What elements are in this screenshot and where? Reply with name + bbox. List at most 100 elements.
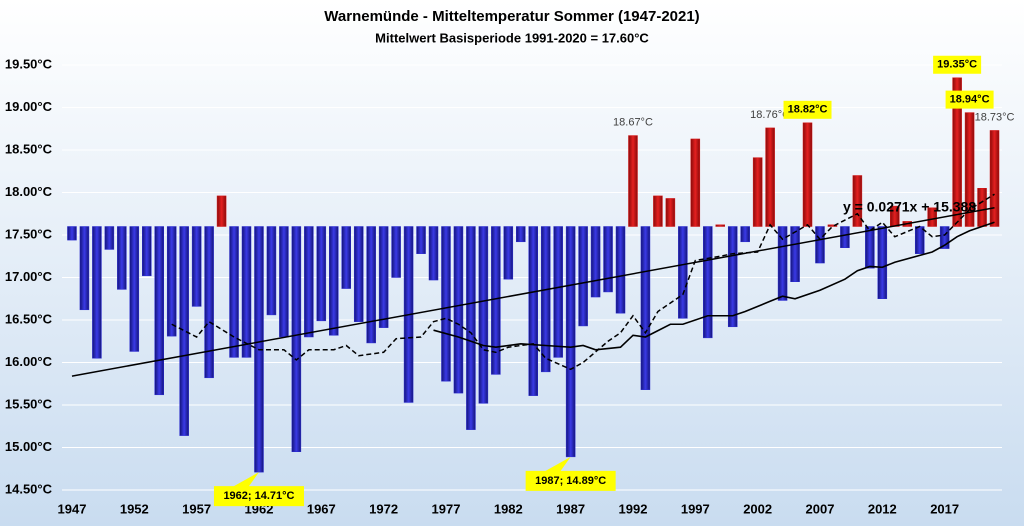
chart-title: Warnemünde - Mitteltemperatur Sommer (19…	[324, 8, 699, 25]
bar	[715, 224, 725, 227]
bar	[790, 226, 800, 282]
bar	[952, 77, 962, 227]
bar	[565, 226, 576, 458]
bar	[391, 226, 401, 278]
bar	[777, 226, 788, 301]
bar	[478, 226, 489, 404]
bar	[503, 226, 514, 280]
bar	[914, 226, 925, 254]
bar	[653, 195, 663, 227]
bar	[316, 226, 327, 322]
bar	[727, 226, 738, 328]
x-tick-label: 1957	[182, 501, 211, 516]
x-tick-label: 1947	[58, 501, 87, 516]
bar	[216, 195, 227, 227]
bar	[79, 226, 90, 311]
bar	[191, 226, 202, 307]
y-tick-label: 19.00°C	[5, 99, 53, 114]
bar	[703, 226, 713, 339]
y-tick-label: 16.50°C	[5, 311, 53, 326]
dashed-line	[171, 193, 995, 371]
bar	[665, 198, 676, 227]
bar	[179, 226, 189, 436]
bar	[353, 226, 364, 322]
value-label: 18.82°C	[788, 104, 828, 116]
callout	[525, 456, 616, 491]
bar	[428, 226, 439, 281]
y-tick-label: 19.50°C	[5, 56, 53, 71]
bar	[865, 226, 875, 269]
bar	[304, 226, 314, 338]
bar	[67, 226, 77, 241]
label-box	[783, 100, 832, 119]
bar	[740, 226, 750, 243]
bar	[678, 226, 688, 319]
bar	[378, 226, 389, 328]
x-tick-label: 2007	[806, 501, 835, 516]
bar	[117, 226, 127, 290]
bar	[516, 226, 526, 243]
bar	[204, 226, 214, 379]
bar	[291, 226, 302, 452]
bar	[329, 226, 339, 336]
x-tick-label: 1967	[307, 501, 336, 516]
bar	[441, 226, 451, 382]
bar	[989, 130, 1000, 227]
solid-line	[433, 221, 995, 351]
bar	[752, 157, 763, 227]
label-box	[945, 90, 994, 109]
bar	[852, 175, 863, 227]
x-tick-label: 1972	[369, 501, 398, 516]
callout	[213, 472, 304, 507]
bar	[104, 226, 115, 250]
bar	[628, 135, 638, 227]
bar	[977, 188, 987, 227]
x-tick-label: 2002	[743, 501, 772, 516]
bar	[815, 226, 825, 264]
bar	[827, 224, 838, 227]
bar	[491, 226, 501, 375]
value-label: 18.73°C	[975, 111, 1015, 123]
y-tick-label: 18.00°C	[5, 184, 53, 199]
x-tick-label: 1982	[494, 501, 523, 516]
bar	[590, 226, 601, 298]
bar	[92, 226, 102, 359]
bar	[603, 226, 613, 293]
y-tick-label: 15.50°C	[5, 396, 53, 411]
value-label: 18.67°C	[613, 116, 653, 128]
chart-subtitle: Mittelwert Basisperiode 1991-2020 = 17.6…	[375, 30, 649, 45]
bar	[466, 226, 476, 430]
bar	[553, 226, 563, 358]
bar	[877, 226, 888, 299]
y-tick-label: 16.00°C	[5, 354, 53, 369]
x-tick-label: 1952	[120, 501, 149, 516]
bar	[802, 122, 813, 227]
x-tick-label: 2012	[868, 501, 897, 516]
x-tick-label: 1997	[681, 501, 710, 516]
bar	[690, 138, 701, 227]
bar	[166, 226, 177, 337]
bar	[341, 226, 351, 289]
y-tick-label: 17.00°C	[5, 269, 53, 284]
y-tick-label: 15.00°C	[5, 439, 53, 454]
bar	[266, 226, 277, 316]
y-tick-label: 18.50°C	[5, 141, 53, 156]
bar	[416, 226, 426, 254]
value-label: 18.76°C	[750, 109, 790, 121]
bar	[927, 207, 937, 227]
bar	[840, 226, 850, 248]
bar	[615, 226, 626, 314]
label-box	[933, 55, 982, 74]
x-tick-label: 1977	[432, 501, 461, 516]
value-label: 19.35°C	[937, 59, 977, 71]
x-tick-label: 2017	[930, 501, 959, 516]
trend-line	[71, 207, 995, 377]
bar	[939, 226, 950, 249]
bar	[540, 226, 551, 373]
bar	[578, 226, 588, 327]
x-tick-label: 1987	[556, 501, 585, 516]
bar	[142, 226, 152, 277]
bar	[241, 226, 252, 358]
y-tick-label: 17.50°C	[5, 226, 53, 241]
bar	[366, 226, 376, 344]
